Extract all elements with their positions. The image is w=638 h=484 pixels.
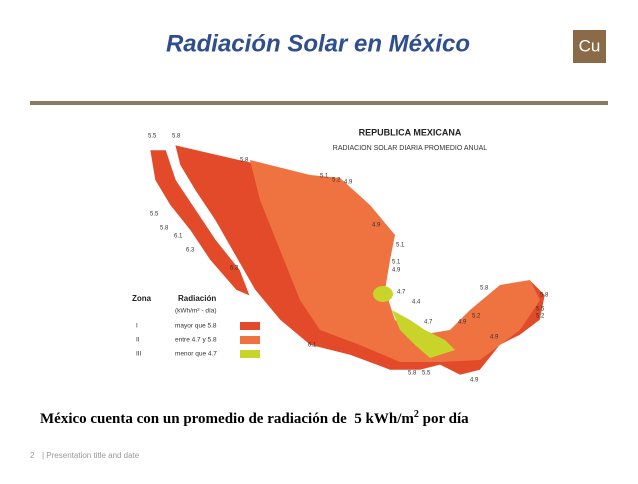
caption-superscript: 2 [414, 409, 419, 420]
footer-page: 2 [30, 451, 35, 460]
legend-label: menor que 4.7 [175, 351, 217, 358]
legend-swatch [240, 336, 260, 344]
legend-label: entre 4.7 y 5.8 [175, 337, 217, 344]
isoline-label: 5.5 [536, 307, 545, 313]
isoline-label: 5.8 [408, 371, 417, 377]
legend-header: Radiación [178, 294, 216, 303]
legend-zone: III [136, 351, 142, 358]
footer-text: | Presentation title and date [42, 451, 140, 460]
isoline-label: 5.5 [148, 134, 157, 140]
isoline-label: 5.8 [480, 286, 489, 292]
map-legend: Zona Radiación (kWh/m² - día) I mayor qu… [132, 294, 260, 358]
legend-swatch [240, 350, 260, 358]
caption: México cuenta con un promedio de radiaci… [40, 409, 469, 427]
map-subtitle: RADIACION SOLAR DIARIA PROMEDIO ANUAL [333, 145, 488, 152]
caption-suffix: por día [419, 411, 469, 427]
isoline-label: 6.1 [174, 234, 183, 240]
isoline-label: 4.9 [490, 335, 499, 341]
isoline-label: 5.2 [472, 314, 481, 320]
map-labels: 5.5 5.8 5.8 5.1 5.2 4.9 4.9 5.1 4.9 5.1 … [148, 134, 549, 384]
isoline-label: 5.1 [396, 243, 405, 249]
isoline-label: 5.1 [320, 174, 329, 180]
isoline-label: 5.8 [160, 226, 169, 232]
isoline-label: 4.7 [397, 290, 406, 296]
divider [30, 101, 608, 105]
legend-header: Zona [132, 294, 152, 303]
zone-iii-spot [373, 286, 393, 302]
zone-iii [392, 310, 455, 358]
legend-swatch [240, 322, 260, 330]
isoline-label: 4.9 [458, 320, 467, 326]
isoline-label: 4.9 [344, 180, 353, 186]
isoline-label: 5.8 [240, 158, 249, 164]
isoline-label: 5.8 [540, 293, 549, 299]
isoline-label: 6.3 [230, 266, 239, 272]
legend-zone: II [136, 337, 140, 344]
legend-label: mayor que 5.8 [175, 323, 217, 330]
isoline-label: 5.2 [332, 178, 341, 184]
logo-box [573, 30, 606, 63]
legend-zone: I [136, 323, 138, 330]
isoline-label: 6.1 [308, 343, 317, 349]
slide-title: Radiación Solar en México [166, 30, 470, 57]
isoline-label: 4.9 [392, 268, 401, 274]
isoline-label: 4.9 [372, 223, 381, 229]
isoline-label: 5.5 [150, 212, 159, 218]
isoline-label: 5.8 [172, 134, 181, 140]
logo-text: Cu [579, 36, 601, 55]
isoline-label: 4.7 [424, 320, 433, 326]
map-title: REPUBLICA MEXICANA [359, 127, 462, 137]
isoline-label: 6.3 [186, 248, 195, 254]
map: REPUBLICA MEXICANA RADIACION SOLAR DIARI… [132, 127, 549, 383]
isoline-label: 5.5 [422, 371, 431, 377]
isoline-label: 4.9 [470, 378, 479, 384]
baja-california [149, 149, 251, 297]
isoline-label: 4.4 [412, 300, 421, 306]
legend-unit: (kWh/m² - día) [175, 308, 217, 315]
isoline-label: 5.2 [536, 314, 545, 320]
zone-ii [250, 160, 540, 362]
caption-text: México cuenta con un promedio de radiaci… [40, 411, 414, 427]
isoline-label: 5.1 [392, 260, 401, 266]
